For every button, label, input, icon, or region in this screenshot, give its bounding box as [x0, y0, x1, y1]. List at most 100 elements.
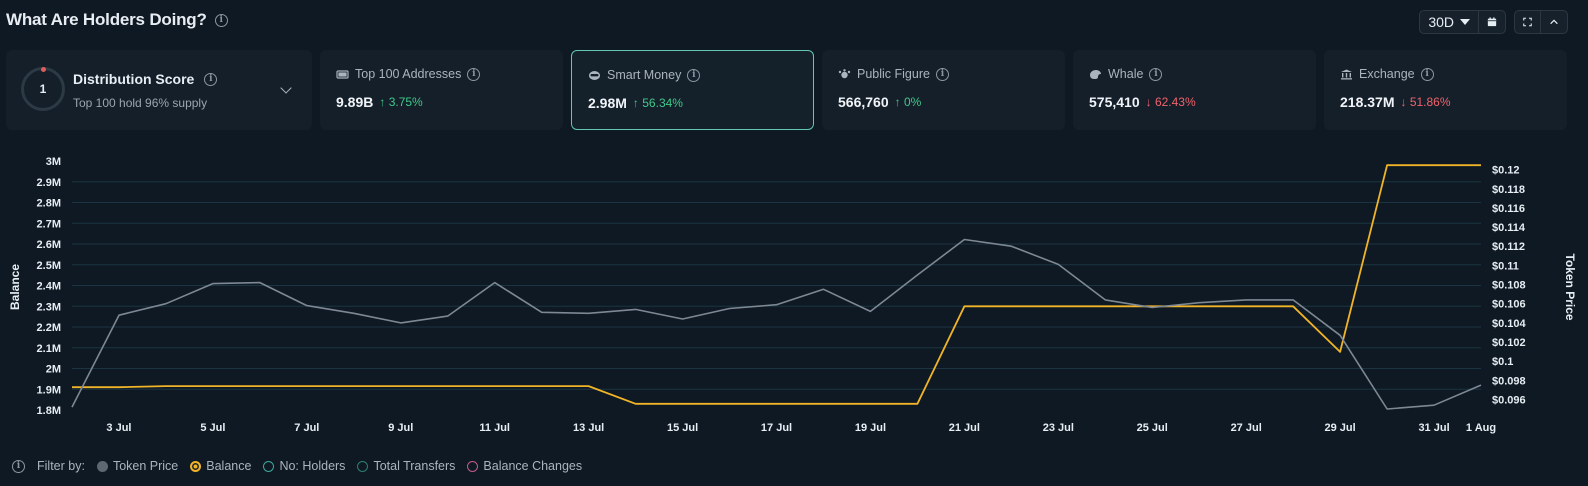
calendar-button[interactable] — [1479, 11, 1505, 33]
legend-item-total-transfers[interactable]: Total Transfers — [357, 459, 455, 473]
public-figure-icon — [838, 68, 851, 78]
card-public-figure[interactable]: Public Figure i 566,760 ↑ 0% — [822, 50, 1065, 130]
card-smart-money[interactable]: Smart Money i 2.98M ↑ 56.34% — [571, 50, 814, 130]
legend-label: Balance — [206, 459, 252, 473]
info-icon[interactable]: i — [1149, 67, 1163, 81]
left-axis: 3M 2.9M 2.8M 2.7M 2.6M 2.5M 2.4M 2.3M 2.2M 2.1M 2M… — [37, 156, 61, 417]
score-indicator-dot — [41, 67, 46, 72]
chart-grid — [72, 181, 1481, 390]
x-tick-label: 5 Jul — [200, 422, 225, 434]
info-icon[interactable]: i — [935, 67, 949, 81]
chevron-down-icon[interactable] — [280, 82, 292, 94]
legend-item-no-holders[interactable]: No: Holders — [263, 459, 345, 473]
legend-label: No: Holders — [279, 459, 346, 473]
legend-dot — [263, 460, 275, 472]
right-tick-label: $0.1 — [1492, 356, 1513, 368]
card-label: Whale — [1108, 67, 1144, 81]
distribution-score-ring: 1 — [21, 67, 65, 111]
legend-dot — [190, 460, 202, 472]
distribution-score-value: 1 — [39, 82, 47, 96]
x-tick-label: 31 Jul — [1418, 422, 1449, 434]
info-icon[interactable]: i — [467, 67, 481, 81]
whale-icon — [1090, 69, 1101, 79]
card-value: 566,760 — [838, 94, 889, 110]
right-tick-label: $0.108 — [1492, 280, 1526, 292]
card-change: ↑ 3.75% — [379, 95, 423, 109]
x-tick-label: 13 Jul — [573, 422, 604, 434]
info-icon[interactable]: i — [12, 459, 25, 473]
x-tick-label: 11 Jul — [479, 422, 510, 434]
x-tick-label: 15 Jul — [667, 422, 698, 434]
info-icon[interactable]: i — [204, 72, 218, 86]
x-axis: 3 Jul 5 Jul 7 Jul 9 Jul 11 Jul 13 Jul 15 Jul 17… — [106, 422, 1496, 434]
legend-dot — [357, 460, 369, 472]
card-value: 9.89B — [336, 94, 374, 110]
left-tick-label: 3M — [46, 156, 61, 168]
info-icon[interactable]: i — [214, 13, 228, 27]
holders-chart[interactable]: 3M 2.9M 2.8M 2.7M 2.6M 2.5M 2.4M 2.3M 2.2M 2.1M 2M… — [0, 145, 1588, 445]
balance-line — [72, 164, 1481, 405]
right-tick-label: $0.118 — [1492, 184, 1525, 196]
exchange-icon — [1341, 69, 1352, 79]
view-control-group — [1514, 10, 1568, 34]
right-tick-label: $0.112 — [1492, 241, 1525, 253]
smart-money-icon — [589, 70, 600, 80]
x-tick-label: 21 Jul — [949, 422, 980, 434]
legend-item-balance-changes[interactable]: Balance Changes — [467, 459, 582, 473]
card-label: Smart Money — [607, 68, 682, 82]
card-exchange[interactable]: Exchange i 218.37M ↓ 51.86% — [1324, 50, 1567, 130]
x-tick-label: 1 Aug — [1466, 422, 1496, 434]
right-tick-label: $0.104 — [1492, 318, 1527, 330]
card-change: ↓ 62.43% — [1145, 95, 1196, 109]
y-axis-label: Balance — [8, 264, 22, 310]
chart-series — [71, 164, 1482, 410]
collapse-button[interactable] — [1541, 11, 1567, 33]
right-tick-label: $0.114 — [1492, 222, 1526, 234]
chevron-up-icon — [1550, 19, 1558, 25]
card-label: Public Figure — [857, 67, 930, 81]
x-tick-label: 3 Jul — [106, 422, 131, 434]
chart-legend: i Filter by: Token Price Balance No: Hol… — [12, 459, 582, 473]
card-change: ↑ 56.34% — [632, 96, 683, 110]
distribution-score-label: Distribution Score — [73, 71, 195, 87]
y2-axis-label: Token Price — [1563, 253, 1577, 320]
right-tick-label: $0.102 — [1492, 337, 1526, 349]
x-tick-label: 17 Jul — [761, 422, 792, 434]
left-tick-label: 2.8M — [37, 198, 61, 210]
x-tick-label: 25 Jul — [1137, 422, 1168, 434]
card-value: 218.37M — [1340, 94, 1395, 110]
period-select[interactable]: 30D — [1420, 11, 1479, 33]
info-icon[interactable]: i — [687, 68, 701, 82]
card-change: ↓ 51.86% — [1400, 95, 1451, 109]
right-tick-label: $0.098 — [1492, 375, 1526, 387]
distribution-score-card[interactable]: 1 Distribution Score i Top 100 hold 96% … — [6, 50, 312, 130]
period-control-group: 30D — [1419, 10, 1506, 34]
page-title: What Are Holders Doing? — [6, 10, 207, 29]
left-tick-label: 2.5M — [37, 260, 61, 272]
right-tick-label: $0.096 — [1492, 394, 1526, 406]
distribution-score-subtitle: Top 100 hold 96% supply — [73, 96, 208, 110]
fullscreen-button[interactable] — [1515, 11, 1541, 33]
legend-dot — [96, 460, 108, 472]
card-top-100-addresses[interactable]: Top 100 Addresses i 9.89B ↑ 3.75% — [320, 50, 563, 130]
x-tick-label: 9 Jul — [388, 422, 413, 434]
info-icon[interactable]: i — [1420, 67, 1434, 81]
card-change: ↑ 0% — [894, 95, 922, 109]
x-tick-label: 7 Jul — [294, 422, 319, 434]
legend-item-balance[interactable]: Balance — [190, 459, 251, 473]
right-tick-label: $0.12 — [1492, 165, 1520, 177]
header-controls: 30D — [1419, 10, 1568, 34]
right-tick-label: $0.11 — [1492, 260, 1519, 272]
left-tick-label: 2.3M — [37, 301, 61, 313]
card-value: 2.98M — [588, 95, 627, 111]
x-tick-label: 19 Jul — [855, 422, 886, 434]
legend-dot — [467, 460, 479, 472]
card-label: Exchange — [1359, 67, 1415, 81]
left-tick-label: 2.4M — [37, 281, 61, 293]
card-whale[interactable]: Whale i 575,410 ↓ 62.43% — [1073, 50, 1316, 130]
x-tick-label: 29 Jul — [1325, 422, 1356, 434]
calendar-icon — [1487, 17, 1497, 27]
legend-label: Token Price — [112, 459, 179, 473]
legend-item-token-price[interactable]: Token Price — [96, 459, 179, 473]
card-label: Top 100 Addresses — [355, 67, 462, 81]
